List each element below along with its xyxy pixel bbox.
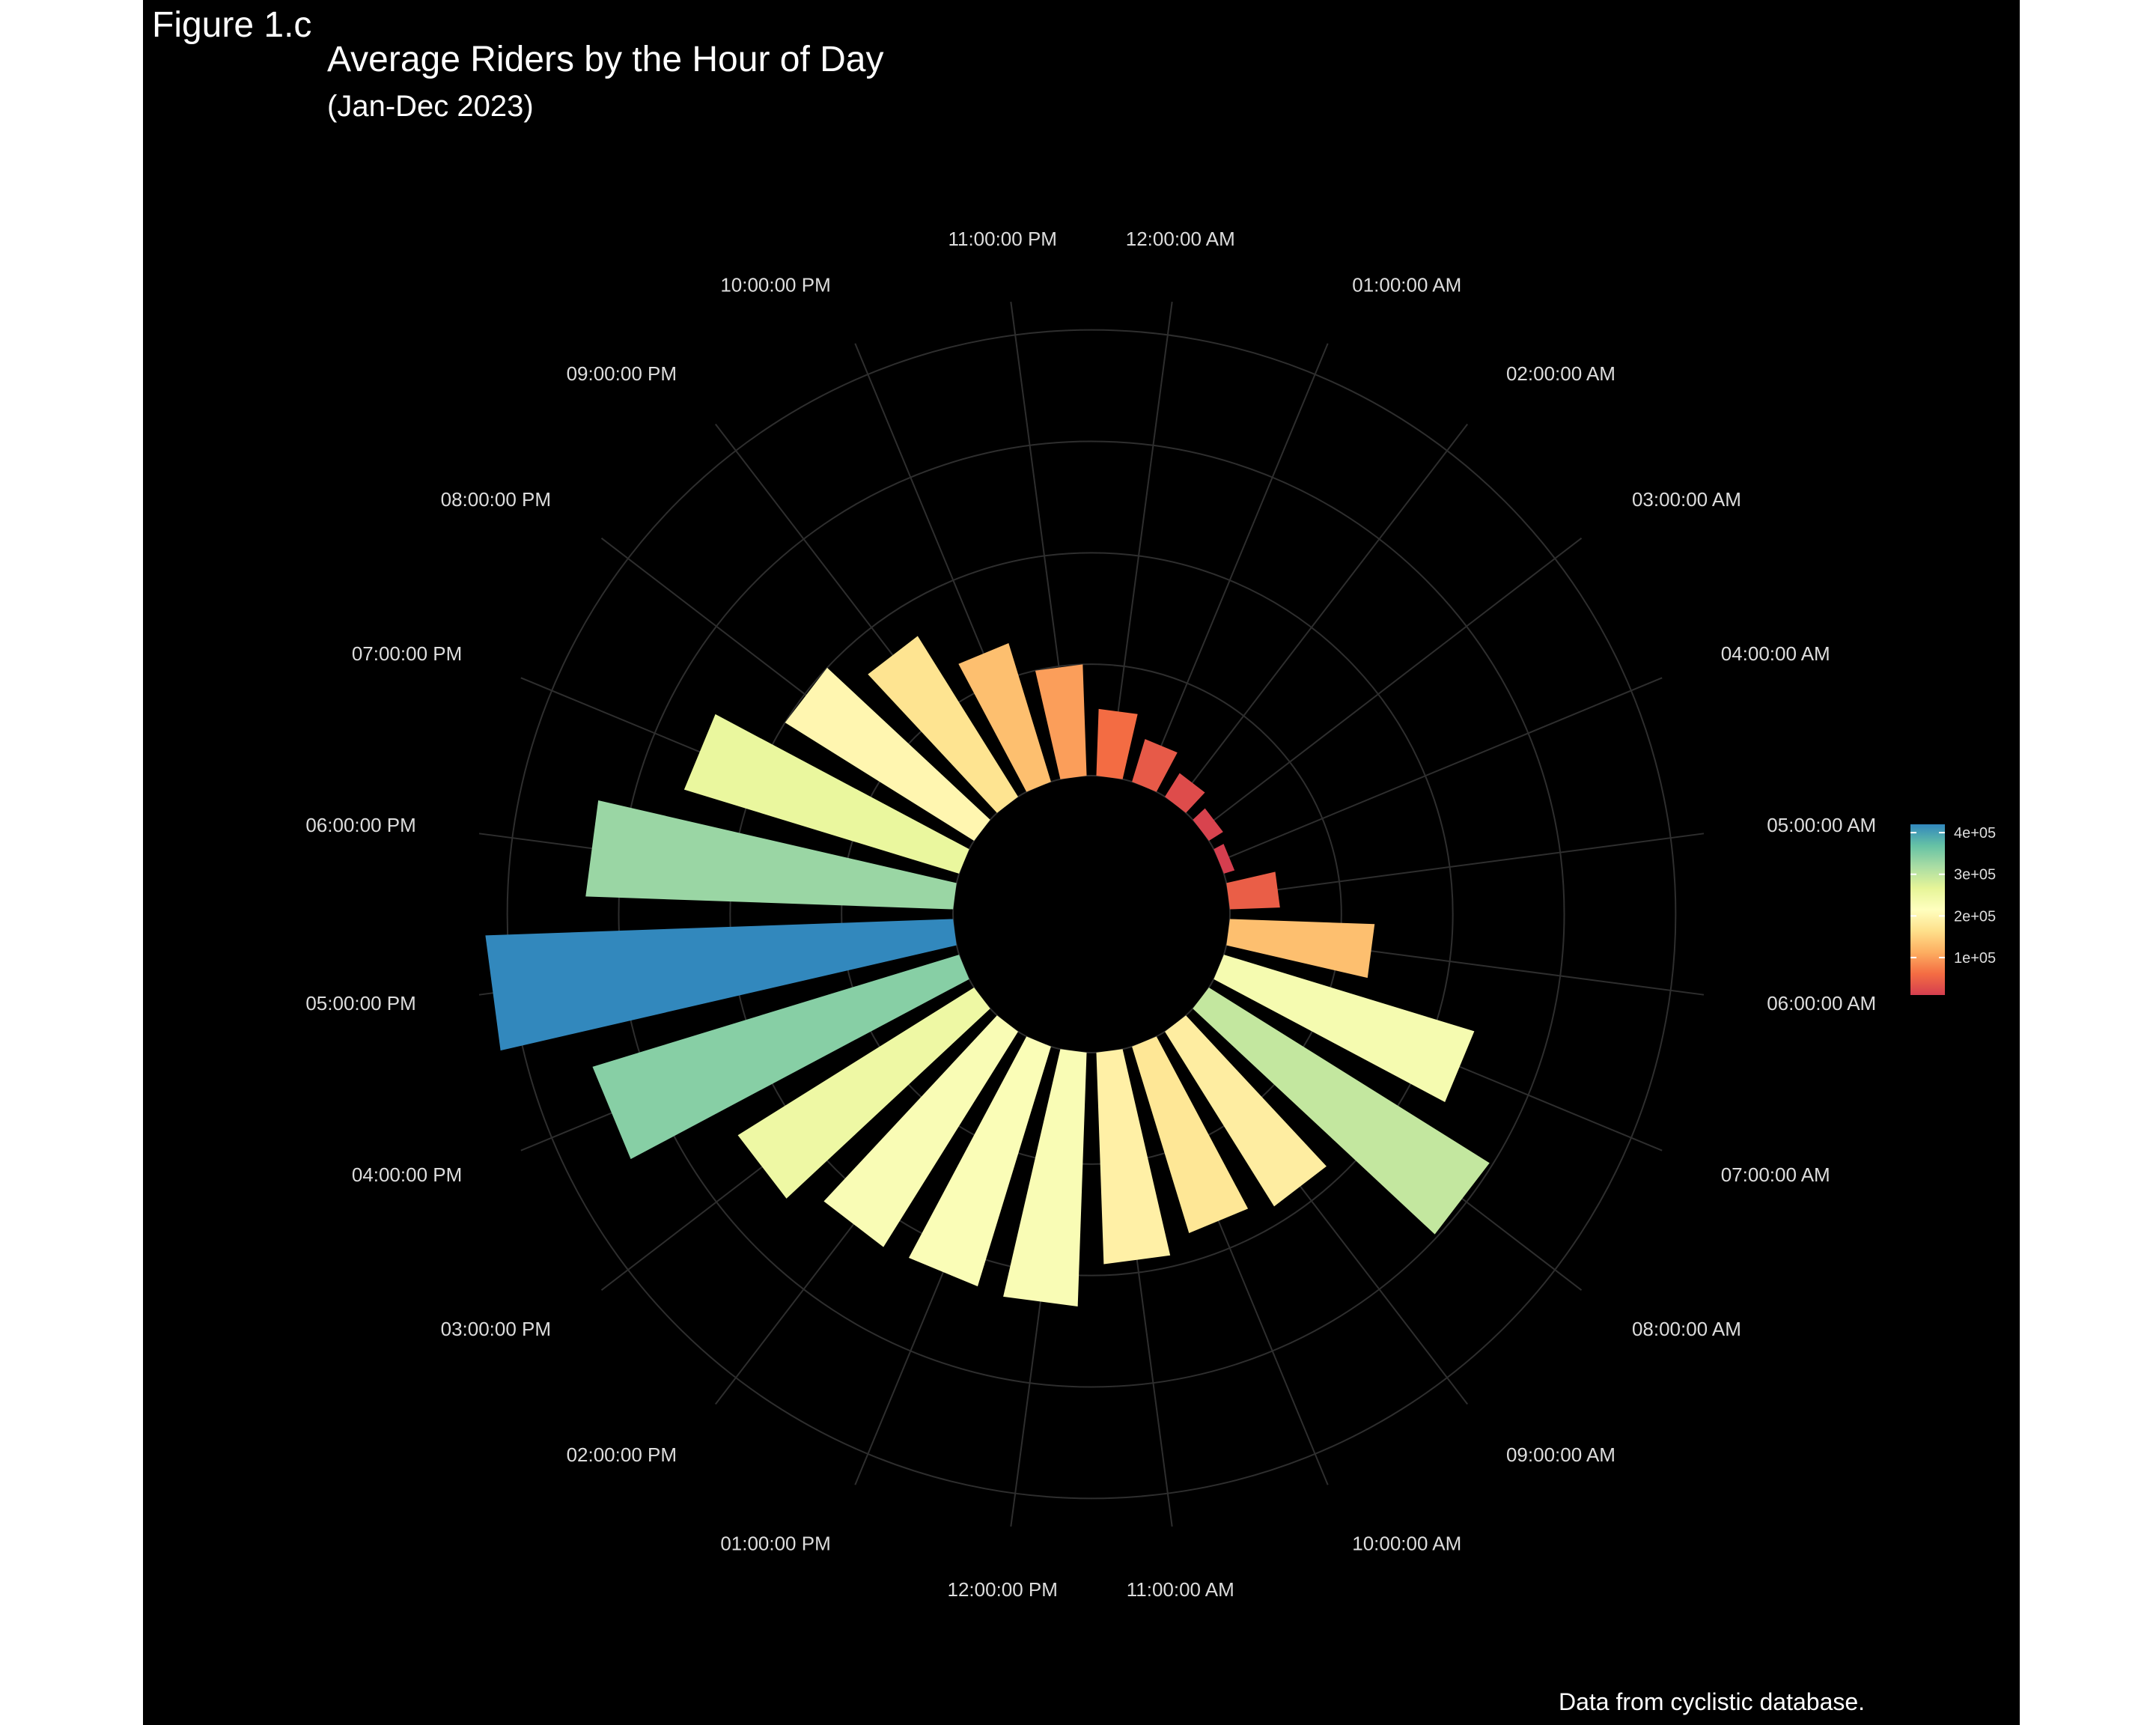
category-label: 07:00:00 PM <box>352 642 462 665</box>
category-label: 06:00:00 PM <box>305 814 415 836</box>
colorbar-label: 3e+05 <box>1954 867 1996 883</box>
category-label: 11:00:00 AM <box>1127 1578 1234 1601</box>
plot-panel <box>143 0 2020 1725</box>
bar <box>1003 1049 1087 1307</box>
bar <box>1132 739 1178 792</box>
grid-circle <box>729 552 1454 1277</box>
bar <box>592 955 969 1160</box>
chart-subtitle: (Jan-Dec 2023) <box>327 90 534 123</box>
colorbar-label: 4e+05 <box>1954 825 1996 842</box>
grid-spoke <box>1175 423 1469 805</box>
grid-layer <box>478 301 1705 1527</box>
category-label: 06:00:00 AM <box>1767 992 1876 1014</box>
grid-spoke <box>1219 677 1663 862</box>
bar-layer <box>485 636 1490 1307</box>
bar <box>485 919 957 1051</box>
category-label: 01:00:00 AM <box>1352 273 1461 296</box>
bar <box>1213 844 1235 874</box>
category-label: 04:00:00 PM <box>352 1163 462 1186</box>
category-label: 11:00:00 PM <box>948 228 1057 250</box>
bar <box>1226 871 1280 910</box>
category-label: 09:00:00 AM <box>1506 1443 1616 1466</box>
category-label: 05:00:00 AM <box>1767 814 1876 836</box>
grid-spoke <box>1228 833 1705 897</box>
bar <box>1096 1049 1171 1265</box>
category-label: 01:00:00 PM <box>720 1533 830 1555</box>
bar <box>1226 919 1375 979</box>
bar <box>1165 1015 1327 1207</box>
bar <box>683 714 969 874</box>
category-label: 12:00:00 PM <box>948 1578 1058 1601</box>
category-label: 04:00:00 AM <box>1721 642 1830 665</box>
grid-circle <box>506 329 1677 1500</box>
category-labels: 12:00:00 AM 01:00:00 AM 02:00:00 AM 03:00:0… <box>305 228 1876 1601</box>
bar <box>823 1015 1018 1247</box>
category-label: 02:00:00 AM <box>1506 362 1616 385</box>
colorbar-legend: 1e+05 2e+05 3e+05 4e+05 <box>1910 824 1996 995</box>
bar <box>868 636 1018 813</box>
bar <box>1132 1036 1249 1233</box>
category-label: 03:00:00 PM <box>441 1318 551 1340</box>
category-label: 12:00:00 AM <box>1126 228 1235 250</box>
grid-circle <box>618 440 1565 1388</box>
bar <box>1193 808 1223 841</box>
bar <box>1035 664 1087 779</box>
category-label: 10:00:00 PM <box>720 273 830 296</box>
category-label: 03:00:00 AM <box>1632 488 1741 511</box>
chart-title: Average Riders by the Hour of Day <box>327 40 884 79</box>
colorbar-label: 1e+05 <box>1954 950 1996 967</box>
category-label: 10:00:00 AM <box>1352 1533 1461 1555</box>
category-label: 05:00:00 PM <box>305 992 415 1014</box>
bar <box>1165 773 1205 813</box>
category-label: 08:00:00 AM <box>1632 1318 1741 1340</box>
category-label: 07:00:00 AM <box>1721 1163 1830 1186</box>
bar <box>785 667 990 841</box>
category-label: 08:00:00 PM <box>441 488 551 511</box>
bar <box>1096 708 1138 779</box>
grid-spoke <box>1109 301 1173 777</box>
bar <box>737 988 990 1199</box>
grid-circle <box>841 663 1342 1165</box>
colorbar <box>1910 824 1945 995</box>
category-label: 09:00:00 PM <box>567 362 677 385</box>
bar <box>585 800 957 910</box>
bar <box>908 1036 1051 1287</box>
grid-circle <box>952 775 1231 1053</box>
chart-caption: Data from cyclistic database. <box>1559 1688 1866 1715</box>
bar <box>1193 988 1490 1235</box>
bar <box>1213 955 1475 1103</box>
grid-spoke <box>1143 343 1329 787</box>
grid-spoke <box>1201 537 1583 831</box>
colorbar-label: 2e+05 <box>1954 908 1996 925</box>
bar <box>958 643 1051 792</box>
figure-label: Figure 1.c <box>152 5 312 45</box>
category-label: 02:00:00 PM <box>567 1443 677 1466</box>
